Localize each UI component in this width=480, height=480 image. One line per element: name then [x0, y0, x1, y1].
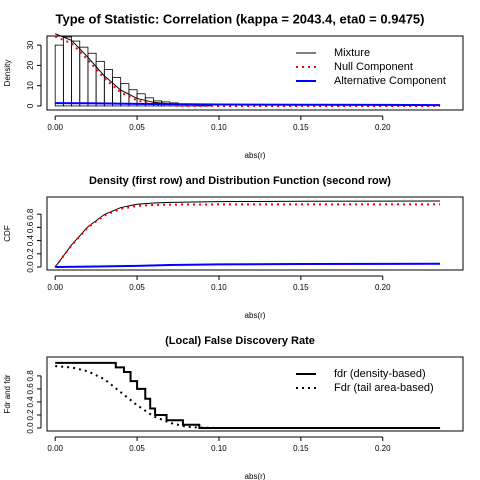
legend-label: Alternative Component: [334, 75, 446, 87]
x-tick-label: 0.05: [129, 444, 145, 453]
x-tick-label: 0.10: [211, 283, 227, 292]
y-tick-label: 0.6: [26, 221, 35, 233]
x-tick-label: 0.15: [293, 444, 309, 453]
series-line: [55, 262, 441, 269]
x-axis-label: abs(r): [245, 311, 266, 320]
y-tick-label: 0.0: [26, 261, 35, 273]
x-tick-label: 0.00: [47, 444, 63, 453]
plot-frame: [46, 35, 464, 111]
chart-title: (Local) False Discovery Rate: [165, 335, 315, 347]
x-tick-label: 0.00: [47, 283, 63, 292]
series-line: [54, 203, 441, 268]
y-tick-label: 0.0: [26, 422, 35, 434]
x-tick-label: 0.00: [47, 123, 63, 132]
y-tick-label: 0.8: [26, 370, 35, 382]
x-tick-label: 0.10: [211, 444, 227, 453]
histogram-bar: [62, 36, 72, 107]
x-tick-label: 0.05: [129, 123, 145, 132]
x-tick-label: 0.10: [211, 123, 227, 132]
x-axis-label: abs(r): [245, 151, 266, 160]
x-tick-label: 0.20: [375, 123, 391, 132]
x-tick-label: 0.05: [129, 283, 145, 292]
y-axis-label: Density: [3, 60, 12, 87]
legend-label: Fdr (tail area-based): [334, 382, 434, 394]
y-tick-label: 0.4: [26, 396, 35, 408]
y-tick-label: 0: [26, 103, 35, 108]
y-tick-label: 20: [26, 60, 35, 69]
histogram-bar: [54, 44, 64, 107]
series-line: [54, 200, 441, 268]
series-line: [55, 365, 219, 429]
y-axis-label: CDF: [3, 225, 12, 242]
y-tick-label: 0.4: [26, 234, 35, 246]
y-tick-label: 0.2: [26, 409, 35, 421]
y-tick-label: 10: [26, 81, 35, 90]
x-axis-label: abs(r): [245, 472, 266, 480]
series-line: [55, 102, 441, 107]
x-tick-label: 0.15: [293, 283, 309, 292]
y-tick-label: 0.2: [26, 248, 35, 260]
legend-label: Mixture: [334, 47, 370, 59]
plot-frame: [46, 196, 464, 271]
chart-title: Type of Statistic: Correlation (kappa = …: [56, 11, 425, 26]
legend-label: Null Component: [334, 61, 413, 73]
x-tick-label: 0.15: [293, 123, 309, 132]
plot-frame: [46, 356, 464, 432]
histogram-bar: [71, 40, 81, 107]
legend-label: fdr (density-based): [334, 368, 426, 380]
chart-title: Density (first row) and Distribution Fun…: [89, 175, 391, 187]
y-tick-label: 0.8: [26, 208, 35, 220]
y-tick-label: 0.6: [26, 383, 35, 395]
x-tick-label: 0.20: [375, 444, 391, 453]
x-tick-label: 0.20: [375, 283, 391, 292]
histogram-bar: [103, 69, 113, 107]
y-tick-label: 30: [26, 40, 35, 49]
y-axis-label: Fdr and fdr: [3, 374, 12, 413]
series-line: [55, 361, 441, 429]
